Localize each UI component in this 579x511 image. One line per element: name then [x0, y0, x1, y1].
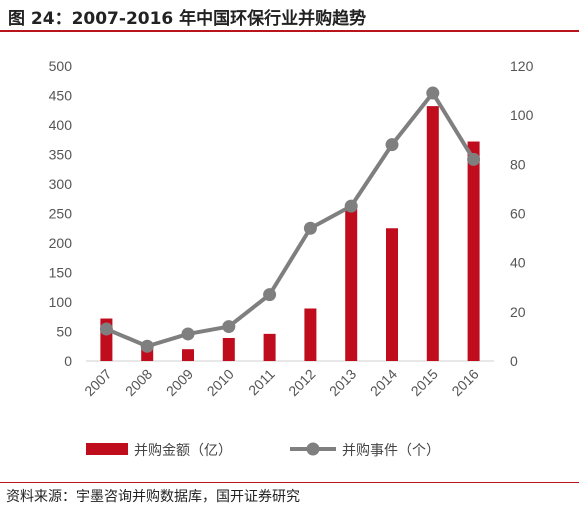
y-right-tick-label: 80 — [510, 156, 526, 172]
legend-bar-swatch — [86, 443, 128, 455]
y-right-tick-label: 0 — [510, 353, 518, 369]
bar — [263, 333, 276, 361]
y-right-tick-label: 60 — [510, 206, 526, 222]
x-tick-label: 2016 — [448, 366, 481, 399]
y-left-tick-label: 0 — [64, 353, 72, 369]
line-point — [140, 339, 154, 353]
x-tick-label: 2011 — [245, 366, 278, 399]
y-left-tick-label: 150 — [49, 265, 73, 281]
y-right-tick-label: 100 — [510, 107, 534, 123]
y-left-tick-label: 200 — [49, 235, 73, 251]
bar — [345, 208, 358, 361]
x-tick-label: 2015 — [408, 366, 441, 399]
x-tick-label: 2009 — [163, 366, 196, 399]
title-divider — [0, 30, 579, 32]
legend-bar-label: 并购金额（亿） — [134, 443, 232, 459]
line-point — [99, 322, 113, 336]
x-tick-label: 2013 — [326, 366, 359, 399]
x-tick-label: 2007 — [81, 366, 114, 399]
source-note: 资料来源：宇墨咨询并购数据库，国开证券研究 — [6, 489, 300, 505]
x-tick-label: 2014 — [367, 366, 400, 399]
y-left-tick-label: 100 — [49, 294, 73, 310]
legend-line-label: 并购事件（个） — [342, 443, 440, 459]
bar — [426, 106, 439, 362]
y-right-tick-label: 40 — [510, 255, 526, 271]
line-point — [385, 138, 399, 152]
y-left-tick-label: 450 — [49, 88, 73, 104]
y-left-tick-label: 500 — [49, 58, 73, 74]
line-point — [426, 86, 440, 100]
line-point — [263, 288, 277, 302]
legend-line-marker — [306, 442, 320, 456]
bar — [304, 308, 317, 361]
y-left-tick-label: 400 — [49, 117, 73, 133]
y-left-tick-label: 250 — [49, 206, 73, 222]
x-tick-label: 2012 — [285, 366, 318, 399]
y-left-tick-label: 350 — [49, 147, 73, 163]
source-divider — [0, 482, 579, 483]
line-point — [222, 320, 236, 334]
bar — [467, 141, 480, 361]
chart-title: 图 24：2007-2016 年中国环保行业并购趋势 — [8, 9, 367, 29]
bar — [222, 337, 235, 361]
y-left-tick-label: 300 — [49, 176, 73, 192]
y-left-tick-label: 50 — [56, 324, 72, 340]
bar — [182, 349, 194, 361]
line-point — [303, 221, 317, 235]
y-right-tick-label: 20 — [510, 304, 526, 320]
line-point — [181, 327, 195, 341]
bar — [386, 228, 398, 361]
line-series — [105, 91, 476, 349]
line-point — [467, 152, 481, 166]
line-point — [344, 199, 358, 213]
x-tick-label: 2008 — [122, 366, 155, 399]
y-right-tick-label: 120 — [510, 58, 534, 74]
x-tick-label: 2010 — [204, 366, 237, 399]
